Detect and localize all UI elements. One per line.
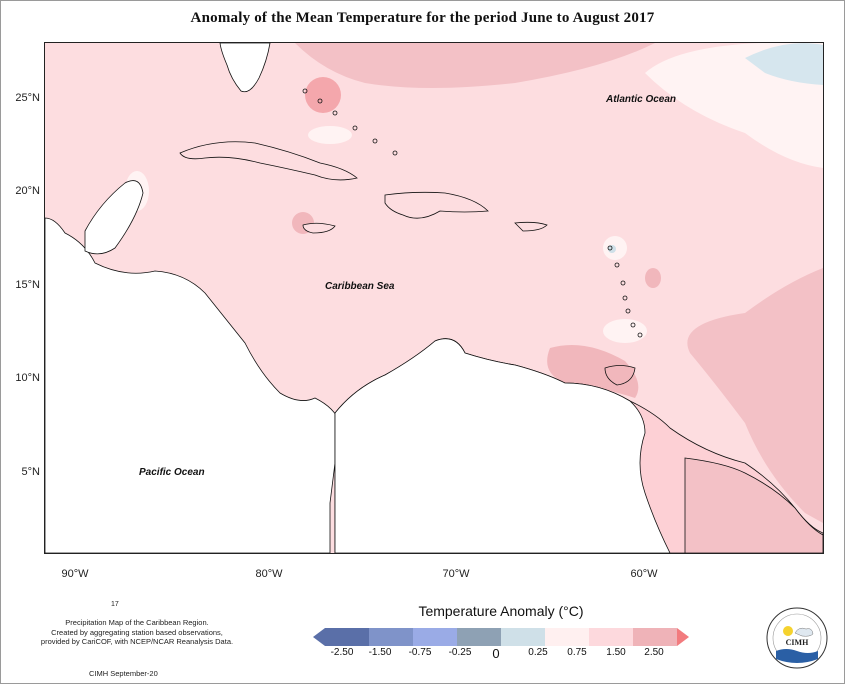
land-jamaica xyxy=(302,222,336,234)
land-venezuela-colombia xyxy=(334,338,671,553)
longitude-label-80w: 80°W xyxy=(255,568,283,580)
anomaly-cool-zone-atlantic xyxy=(745,43,823,85)
land-florida xyxy=(219,43,271,93)
legend-swatch-8 xyxy=(633,628,677,646)
atlantic-ocean-label: Atlantic Ocean xyxy=(606,94,677,105)
legend-swatch-1 xyxy=(325,628,369,646)
cloud-icon xyxy=(794,627,814,637)
latitude-label-25n: 25°N xyxy=(15,92,40,104)
latitude-label-15n: 15°N xyxy=(15,279,40,291)
cimh-logo: CIMH xyxy=(766,607,828,669)
latitude-label-5n: 5°N xyxy=(21,466,40,478)
land-lesser-antilles xyxy=(607,245,643,338)
anomaly-neutral-zone-cuba xyxy=(308,126,352,144)
legend-swatch-3 xyxy=(413,628,457,646)
legend-tick-6: 0.25 xyxy=(528,647,548,658)
anomaly-warm-spot-lesser-antilles xyxy=(645,268,661,288)
legend-arrow-high xyxy=(677,628,689,646)
caribbean-sea-label: Caribbean Sea xyxy=(325,281,395,292)
anomaly-neutral-spot-tobago xyxy=(603,319,647,343)
credit-line: CIMH September-20 xyxy=(89,669,158,678)
legend-tick-2: -1.50 xyxy=(368,647,392,658)
legend-tick-4: -0.25 xyxy=(448,647,472,658)
description-line-2: Created by aggregating station based obs… xyxy=(51,627,223,637)
map-canvas xyxy=(45,43,823,553)
land-puerto-rico xyxy=(514,221,548,232)
page-number: 17 xyxy=(111,601,119,608)
land-guianas xyxy=(684,457,823,553)
temperature-anomaly-map xyxy=(44,42,824,554)
legend-title: Temperature Anomaly (°C) xyxy=(418,603,584,619)
longitude-label-70w: 70°W xyxy=(442,568,470,580)
legend-color-bar xyxy=(313,628,689,646)
anomaly-hotspot-bahamas xyxy=(305,77,341,113)
latitude-label-20n: 20°N xyxy=(15,185,40,197)
wave-icon xyxy=(776,649,818,663)
land-bahamas xyxy=(302,88,398,156)
land-cuba xyxy=(179,141,358,181)
anomaly-warm-zone-venezuela xyxy=(547,344,639,398)
legend-swatch-2 xyxy=(369,628,413,646)
latitude-label-10n: 10°N xyxy=(15,372,40,384)
legend-swatch-5 xyxy=(501,628,545,646)
legend-tick-7: 0.75 xyxy=(567,647,587,658)
legend-tick-5: 0 xyxy=(492,646,500,661)
longitude-label-60w: 60°W xyxy=(630,568,658,580)
legend-tick-3: -0.75 xyxy=(408,647,432,658)
legend-tick-8: 1.50 xyxy=(606,647,626,658)
legend-swatch-7 xyxy=(589,628,633,646)
land-yucatan xyxy=(84,180,144,255)
description-line-3: provided by CariCOF, with NCEP/NCAR Rean… xyxy=(40,637,234,646)
pacific-ocean-label: Pacific Ocean xyxy=(139,467,205,478)
map-description: Precipitation Map of the Caribbean Regio… xyxy=(22,618,252,647)
map-title: Anomaly of the Mean Temperature for the … xyxy=(190,10,655,26)
legend-tick-1: -2.50 xyxy=(330,647,354,658)
anomaly-warm-zone-east xyxy=(687,268,823,523)
legend-swatch-4 xyxy=(457,628,501,646)
legend-tick-9: 2.50 xyxy=(644,647,664,658)
sun-icon xyxy=(783,626,793,636)
anomaly-warm-zone-north xyxy=(295,43,655,88)
longitude-label-90w: 90°W xyxy=(61,568,89,580)
land-hispaniola xyxy=(384,191,489,219)
land-trinidad xyxy=(604,365,636,386)
legend-swatch-6 xyxy=(545,628,589,646)
description-line-1: Precipitation Map of the Caribbean Regio… xyxy=(65,618,209,627)
legend-arrow-low xyxy=(313,628,325,646)
logo-text: CIMH xyxy=(786,638,809,647)
